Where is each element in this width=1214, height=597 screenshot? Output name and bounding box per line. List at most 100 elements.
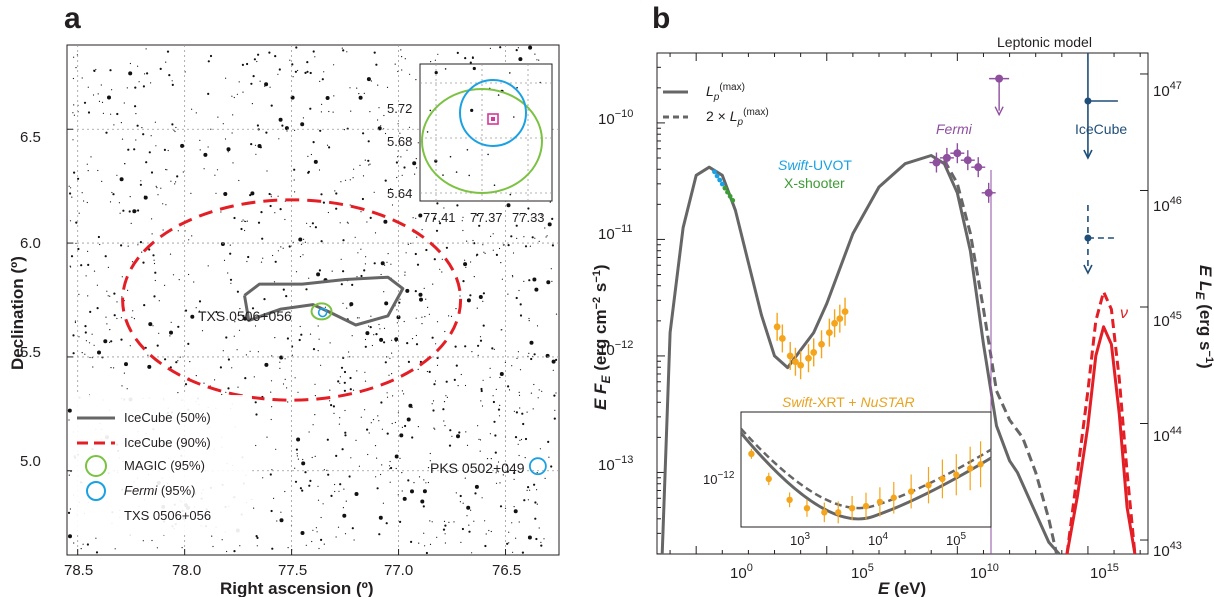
- star: [97, 169, 99, 172]
- star: [364, 345, 367, 348]
- magic-contour: [310, 302, 333, 321]
- star: [414, 290, 417, 293]
- star: [282, 288, 285, 291]
- b-xtick: 1010: [970, 562, 999, 582]
- star: [299, 325, 301, 328]
- star: [254, 325, 257, 327]
- star: [246, 220, 248, 222]
- legend-magic-marker: [85, 455, 107, 477]
- star: [349, 388, 352, 391]
- star: [274, 212, 276, 214]
- star: [427, 467, 430, 469]
- star: [279, 361, 281, 363]
- star: [177, 360, 179, 362]
- star: [324, 306, 326, 308]
- star: [137, 65, 139, 67]
- star: [300, 122, 305, 127]
- star: [111, 191, 113, 194]
- star: [530, 357, 533, 361]
- star: [262, 257, 264, 259]
- fermi-point: [953, 149, 962, 158]
- star: [356, 276, 358, 278]
- star: [342, 239, 345, 242]
- star: [372, 419, 375, 421]
- star: [395, 161, 398, 164]
- star: [434, 59, 436, 61]
- star: [253, 58, 256, 61]
- star: [266, 436, 268, 438]
- star: [83, 200, 85, 202]
- star: [513, 410, 516, 412]
- star: [493, 348, 495, 350]
- star: [383, 291, 385, 293]
- star: [312, 424, 314, 426]
- optical-point: [712, 169, 717, 175]
- star: [513, 506, 515, 508]
- star: [334, 483, 336, 486]
- star: [402, 496, 407, 501]
- inset-star: [493, 184, 496, 186]
- star: [233, 216, 236, 220]
- star: [127, 245, 129, 247]
- star: [468, 530, 471, 533]
- star: [222, 350, 224, 352]
- star: [233, 550, 236, 553]
- star: [138, 81, 140, 83]
- star: [489, 367, 491, 369]
- star: [366, 77, 371, 82]
- star: [551, 217, 554, 220]
- inset-b-point: [939, 475, 946, 483]
- star: [87, 111, 91, 114]
- annot-swift-xrt: Swift-XRT + NuSTAR: [782, 394, 915, 410]
- star: [391, 422, 393, 425]
- star: [551, 244, 555, 247]
- star: [450, 315, 453, 317]
- star: [527, 499, 530, 501]
- star: [377, 415, 379, 417]
- star: [399, 298, 401, 300]
- star: [309, 479, 312, 482]
- star: [261, 237, 264, 240]
- star: [414, 252, 417, 256]
- star: [250, 82, 253, 85]
- star: [209, 54, 213, 58]
- star: [229, 252, 232, 255]
- star: [518, 57, 523, 62]
- star: [264, 82, 269, 87]
- star: [482, 324, 485, 327]
- star: [463, 262, 468, 267]
- inset-star: [509, 72, 511, 74]
- star: [419, 297, 423, 302]
- inset-a-ytick: 5.64: [387, 186, 412, 201]
- star: [256, 545, 258, 547]
- star: [156, 547, 158, 549]
- star: [97, 93, 99, 95]
- star: [534, 237, 536, 239]
- star: [306, 222, 308, 224]
- annot-leptonic-model: Leptonic model: [997, 34, 1092, 50]
- star: [330, 404, 333, 407]
- star: [116, 301, 118, 303]
- star: [295, 448, 298, 451]
- star: [465, 431, 467, 433]
- star: [272, 254, 274, 257]
- star: [165, 204, 167, 206]
- star: [543, 538, 545, 540]
- star: [459, 494, 462, 498]
- star: [335, 454, 338, 457]
- inset-fermi-circle: [459, 79, 527, 147]
- star: [312, 529, 314, 531]
- star: [273, 281, 276, 283]
- star: [498, 247, 501, 250]
- star: [404, 274, 406, 276]
- star: [375, 333, 378, 336]
- star: [328, 146, 331, 149]
- star: [518, 391, 520, 393]
- star: [365, 331, 370, 336]
- star: [297, 69, 299, 72]
- star: [411, 338, 414, 340]
- star: [268, 192, 271, 196]
- star: [369, 326, 372, 329]
- star: [536, 325, 539, 327]
